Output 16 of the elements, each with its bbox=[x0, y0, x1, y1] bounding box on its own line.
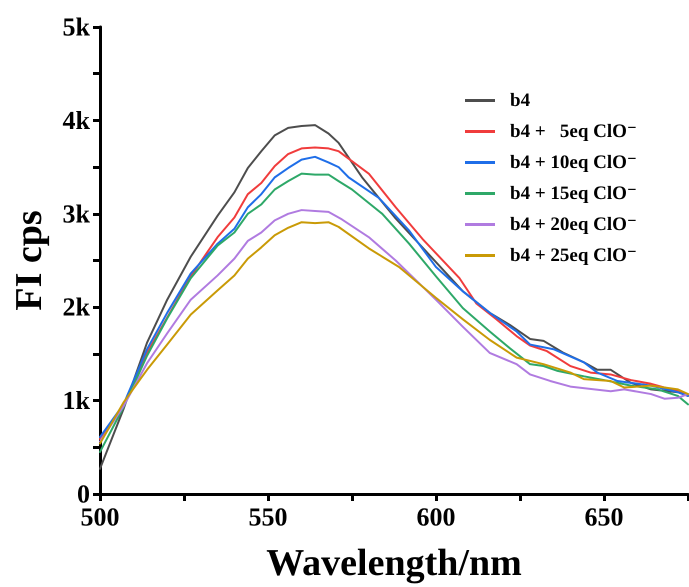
x-axis-title: Wavelength/nm bbox=[266, 542, 522, 584]
y-tick-label: 1k bbox=[62, 386, 91, 416]
y-tick-label: 4k bbox=[62, 106, 91, 135]
y-axis-title: FI cps bbox=[8, 210, 50, 311]
legend-label: b4 bbox=[510, 90, 531, 111]
y-tick-label: 5k bbox=[62, 12, 91, 42]
legend-label: b4 + 5eq ClO⁻ bbox=[510, 121, 637, 142]
x-tick-label: 650 bbox=[584, 502, 624, 532]
x-tick-label: 550 bbox=[248, 502, 288, 532]
y-tick-label: 3k bbox=[62, 199, 91, 228]
legend-label: b4 + 20eq ClO⁻ bbox=[510, 214, 637, 235]
x-tick-label: 600 bbox=[416, 502, 456, 532]
legend-label: b4 + 25eq ClO⁻ bbox=[510, 245, 637, 266]
y-tick-label: 2k bbox=[62, 292, 91, 322]
legend-label: b4 + 10eq ClO⁻ bbox=[510, 152, 637, 173]
legend-label: b4 + 15eq ClO⁻ bbox=[510, 183, 637, 204]
